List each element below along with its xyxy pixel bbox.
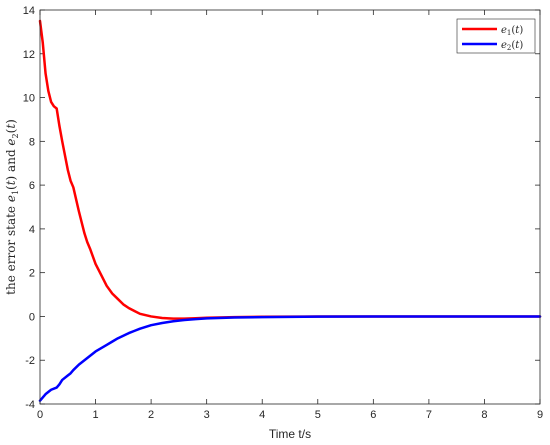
x-tick-label: 7 <box>426 409 432 421</box>
y-tick-label: 12 <box>23 49 35 61</box>
series-line-2 <box>38 315 542 402</box>
y-tick-label: -2 <box>25 355 35 367</box>
y-tick-label: 6 <box>29 180 35 192</box>
legend-label-e1: e1(t) <box>501 25 523 37</box>
y-tick-label: 10 <box>23 93 35 105</box>
y-tick-label: 4 <box>29 224 35 236</box>
x-axis-label: Time t/s <box>269 427 311 441</box>
x-tick-label: 3 <box>204 409 210 421</box>
x-tick-label: 6 <box>370 409 376 421</box>
y-axis-label: the error state e1(t) and e2(t) <box>4 119 20 295</box>
plot-frame <box>39 9 541 405</box>
legend-box <box>456 18 536 54</box>
plot-area <box>40 10 540 404</box>
x-tick-label: 2 <box>148 409 154 421</box>
y-tick-label: 0 <box>29 311 35 323</box>
x-tick-label: 0 <box>37 409 43 421</box>
legend-label-e2: e2(t) <box>501 40 523 52</box>
x-tick-label: 5 <box>315 409 321 421</box>
legend: e1(t) e2(t) <box>456 18 536 54</box>
y-tick-label: -4 <box>25 399 35 411</box>
x-tick-label: 1 <box>92 409 98 421</box>
x-tick-label: 8 <box>481 409 487 421</box>
y-tick-label: 2 <box>29 268 35 280</box>
y-tick-label: 14 <box>23 5 35 17</box>
lines-layer <box>38 19 542 402</box>
y-tick-label: 8 <box>29 136 35 148</box>
x-tick-label: 9 <box>537 409 543 421</box>
x-tick-label: 4 <box>259 409 265 421</box>
